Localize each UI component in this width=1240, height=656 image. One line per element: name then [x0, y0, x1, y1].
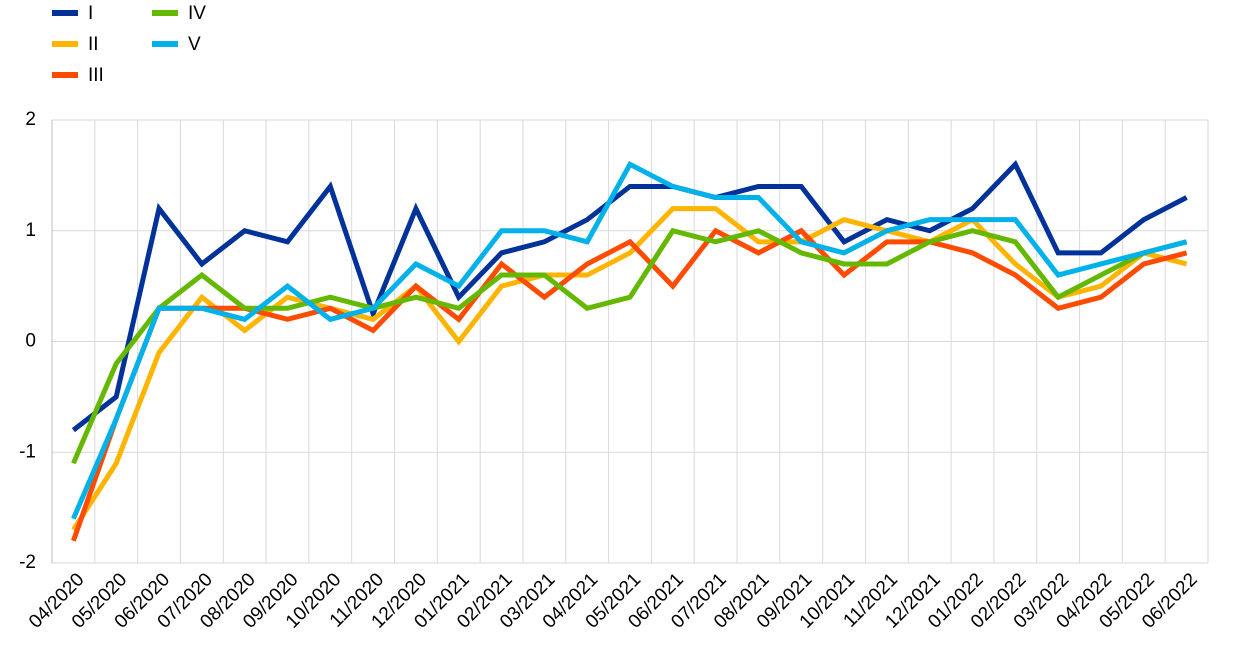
y-tick-label: 2 [25, 109, 36, 130]
legend-label: I [88, 3, 93, 24]
legend-label: III [88, 65, 104, 86]
series-line [71, 206, 1188, 532]
legend-label: IV [188, 3, 206, 24]
y-tick-label: -2 [19, 552, 36, 573]
series-line [71, 160, 1188, 520]
series-line [71, 227, 1188, 542]
series-line [71, 159, 1188, 433]
legend-label: II [88, 34, 99, 55]
y-tick-label: 1 [25, 220, 36, 241]
y-tick-label: 0 [25, 331, 36, 352]
y-tick-label: -1 [19, 441, 36, 462]
legend-label: V [188, 34, 201, 55]
